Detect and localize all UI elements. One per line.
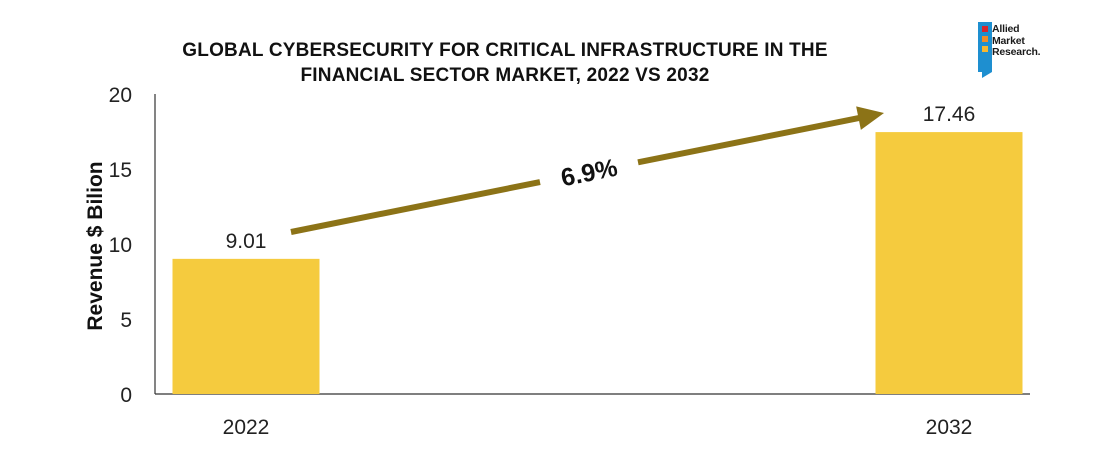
growth-arrow-head — [856, 106, 884, 130]
logo-text-line-2: Market — [992, 34, 1025, 47]
growth-arrow-segment — [290, 179, 541, 235]
y-tick-label: 20 — [109, 84, 132, 107]
data-label: 9.01 — [226, 230, 267, 253]
x-tick-label: 2032 — [926, 416, 973, 439]
growth-arrow-segment — [637, 113, 869, 166]
y-tick-label: 5 — [120, 309, 132, 332]
y-tick-label: 15 — [109, 159, 132, 182]
chart-title-line-2: FINANCIAL SECTOR MARKET, 2022 VS 2032 — [300, 65, 710, 86]
cagr-annotation: 6.9% — [559, 154, 620, 193]
data-label: 17.46 — [923, 103, 976, 126]
y-tick-label: 10 — [109, 234, 132, 257]
chart-title-line-1: GLOBAL CYBERSECURITY FOR CRITICAL INFRAS… — [182, 40, 828, 61]
chart-title: GLOBAL CYBERSECURITY FOR CRITICAL INFRAS… — [150, 38, 860, 88]
y-tick-label: 0 — [120, 384, 132, 407]
logo-mark-icon — [978, 22, 992, 78]
allied-market-research-logo: Allied Market Research. — [978, 22, 1078, 78]
logo-text-line-1: Allied — [992, 23, 1020, 35]
bar-2022 — [172, 258, 320, 394]
y-axis-title: Revenue $ Bilion — [84, 161, 107, 330]
logo-text: Allied Market Research. — [992, 23, 1041, 59]
x-tick-label: 2022 — [223, 416, 270, 439]
bar-2032 — [875, 132, 1023, 394]
logo-text-line-3: Research. — [992, 46, 1041, 58]
plot-area: 0 5 10 15 20 Revenue $ Bilion 9.01 2022 17.46 203… — [84, 84, 1030, 439]
